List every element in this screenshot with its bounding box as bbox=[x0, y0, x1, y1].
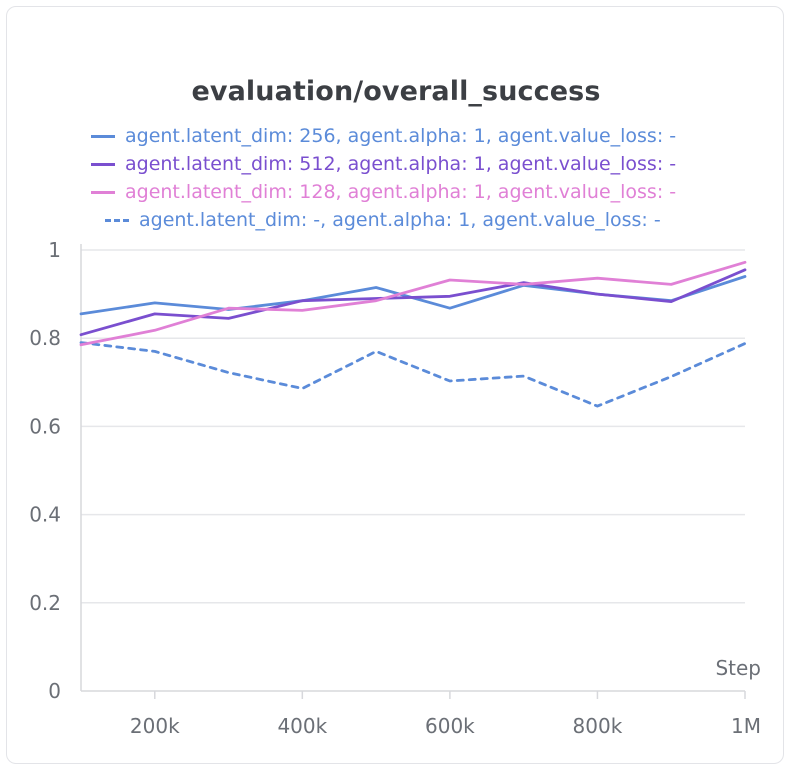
legend-label: agent.latent_dim: 256, agent.alpha: 1, a… bbox=[125, 125, 677, 147]
x-tick-label: 800k bbox=[573, 714, 623, 738]
series-line bbox=[79, 260, 747, 347]
y-tick-label: 0.2 bbox=[29, 591, 61, 615]
legend-label: agent.latent_dim: 512, agent.alpha: 1, a… bbox=[125, 153, 677, 175]
x-tick-label: 1M bbox=[731, 714, 761, 738]
x-tick-label: 600k bbox=[425, 714, 475, 738]
y-tick-label: 0.6 bbox=[29, 414, 61, 438]
chart-panel bbox=[6, 6, 784, 764]
legend-swatch bbox=[91, 190, 115, 194]
y-tick-label: 1 bbox=[48, 238, 61, 262]
y-tick-label: 0 bbox=[48, 679, 61, 703]
legend-swatch bbox=[91, 134, 115, 138]
x-axis-label: Step bbox=[715, 656, 761, 680]
legend-label: agent.latent_dim: -, agent.alpha: 1, age… bbox=[139, 209, 661, 231]
x-tick-label: 400k bbox=[277, 714, 327, 738]
legend-swatch bbox=[91, 162, 115, 166]
chart-title: evaluation/overall_success bbox=[191, 76, 601, 107]
legend-item[interactable]: agent.latent_dim: 512, agent.alpha: 1, a… bbox=[91, 150, 676, 178]
x-tick-label: 200k bbox=[130, 714, 180, 738]
y-tick-label: 0.4 bbox=[29, 503, 61, 527]
series-line bbox=[79, 268, 747, 337]
legend-item[interactable]: agent.latent_dim: 256, agent.alpha: 1, a… bbox=[91, 122, 676, 150]
y-tick-label: 0.8 bbox=[29, 326, 61, 350]
legend-label: agent.latent_dim: 128, agent.alpha: 1, a… bbox=[125, 181, 677, 203]
legend-swatch bbox=[105, 218, 129, 222]
legend-item[interactable]: agent.latent_dim: 128, agent.alpha: 1, a… bbox=[91, 178, 676, 206]
series-line bbox=[79, 341, 747, 408]
legend-item[interactable]: agent.latent_dim: -, agent.alpha: 1, age… bbox=[105, 206, 661, 234]
